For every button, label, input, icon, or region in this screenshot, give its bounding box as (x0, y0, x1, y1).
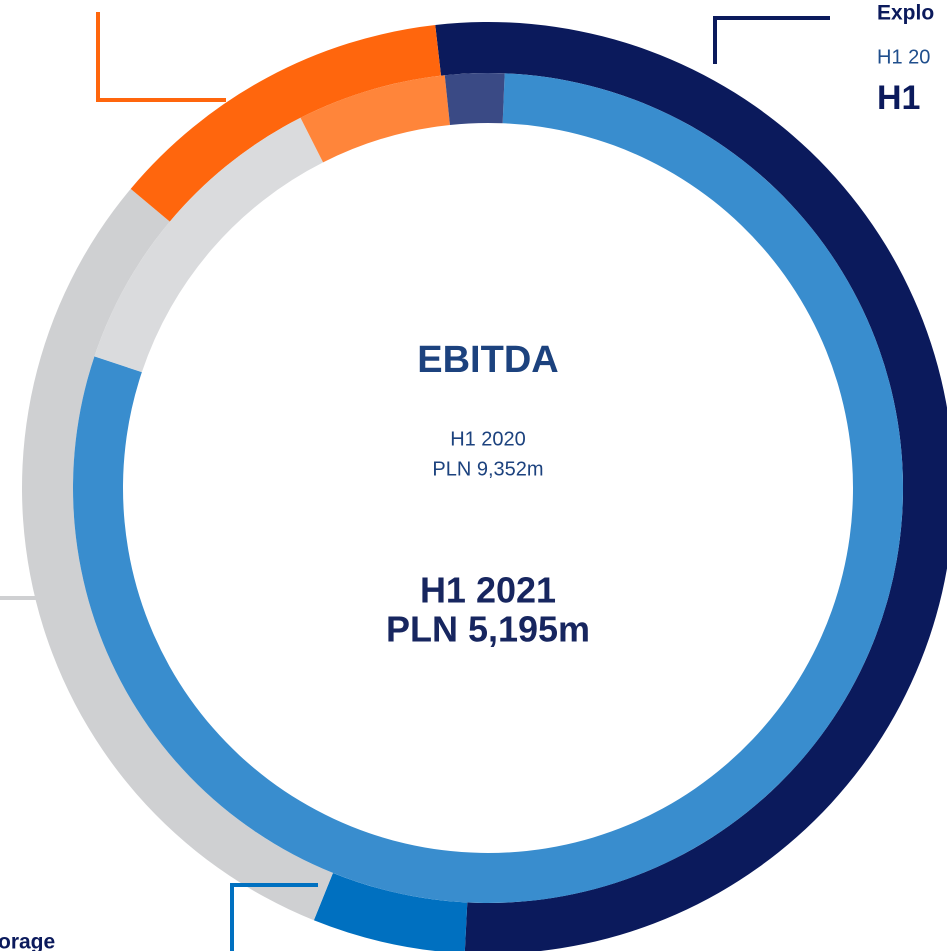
center-title: EBITDA (417, 339, 558, 381)
label-previous: H1 20 (877, 46, 930, 68)
ring-segment (21, 188, 333, 921)
leader-line (230, 883, 318, 951)
label-title: Explo (877, 2, 934, 25)
center-current-value: PLN 5,195m (386, 609, 590, 650)
center-current-period: H1 2021 (420, 570, 556, 611)
rings (21, 22, 947, 951)
ring-segment (94, 117, 324, 373)
leader-line (96, 12, 226, 102)
ring-segment (444, 72, 505, 125)
ring-segment (313, 872, 468, 951)
ring-segment (300, 75, 450, 163)
ring-segment (130, 24, 442, 222)
label-title: orage (0, 931, 55, 951)
center-previous-value: PLN 9,352m (432, 458, 543, 480)
leader-line (713, 16, 830, 64)
label-current: H1 (877, 79, 920, 117)
center-previous-period: H1 2020 (450, 428, 526, 450)
